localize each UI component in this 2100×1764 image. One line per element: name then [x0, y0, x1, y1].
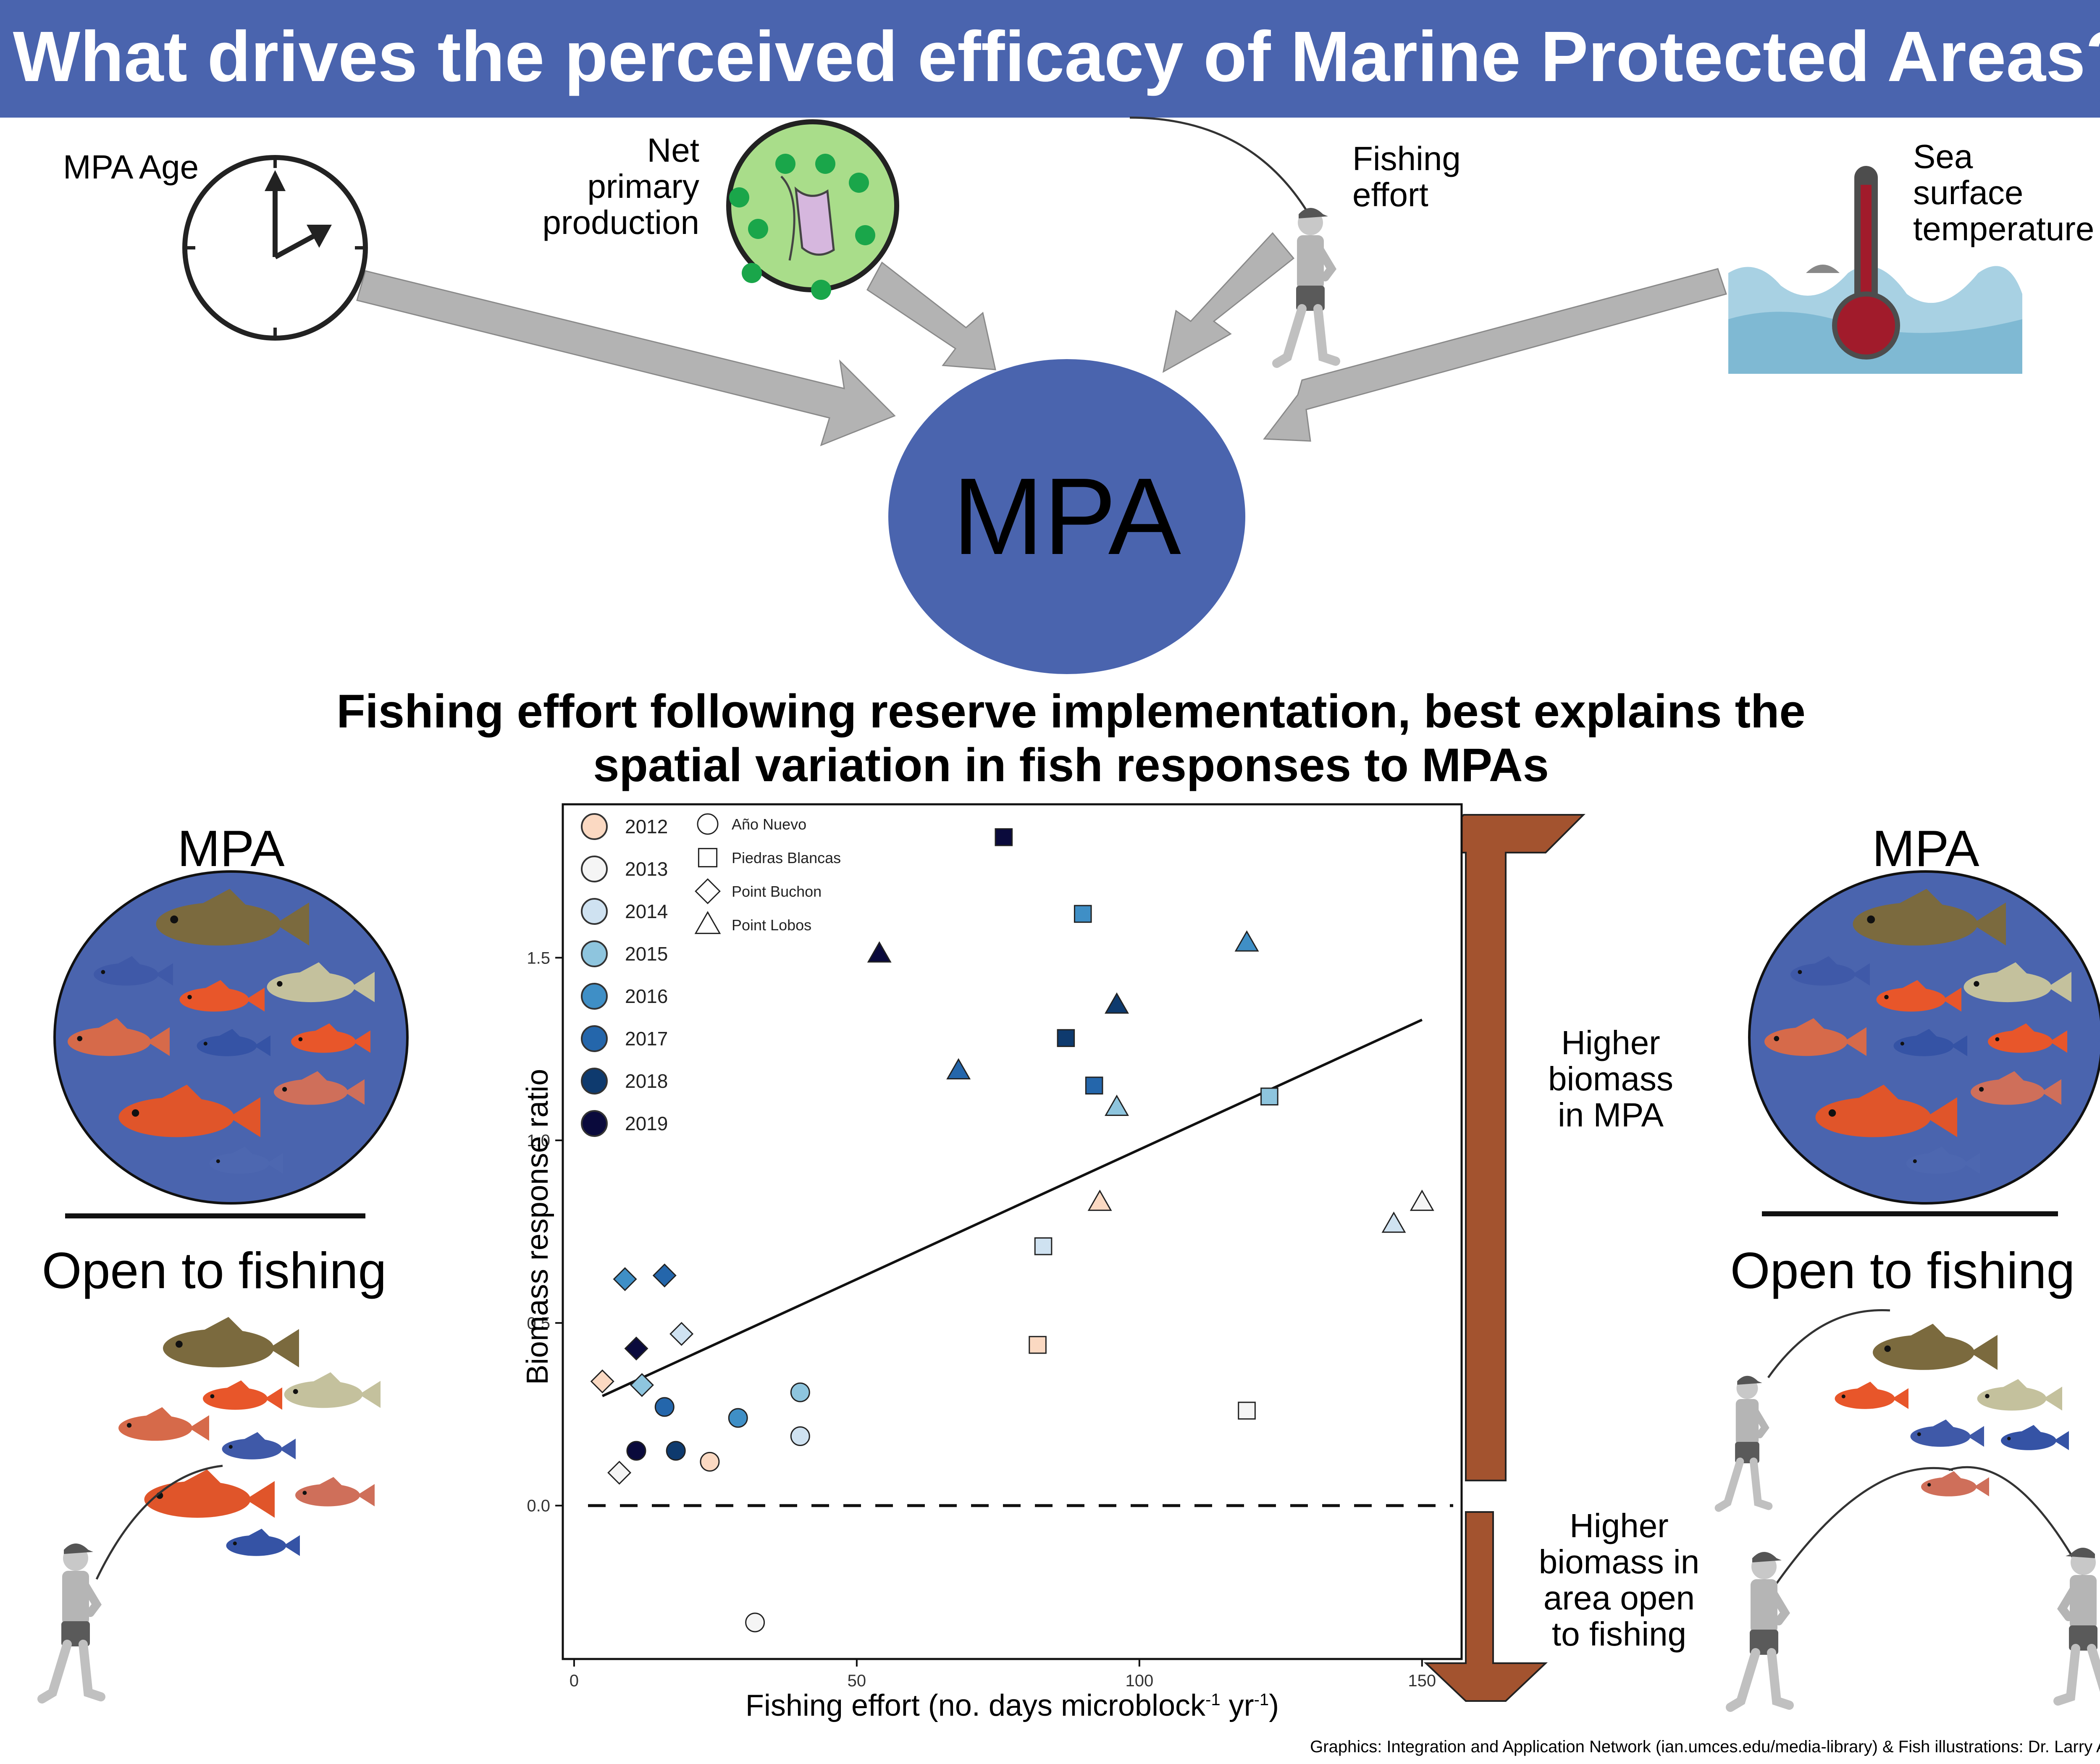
point-ano-nuevo [790, 1426, 810, 1446]
x-tick-label: 0 [570, 1672, 579, 1690]
arrow-npp [866, 261, 996, 370]
legend-year-swatch [581, 856, 608, 882]
point-piedras-blancas [1238, 1402, 1256, 1420]
fisher-top-icon [1129, 116, 1336, 363]
point-ano-nuevo [700, 1452, 720, 1472]
point-point-buchon [607, 1460, 632, 1485]
legend-year-label: 2018 [625, 1070, 668, 1092]
point-point-lobos [1234, 930, 1259, 952]
point-piedras-blancas [1034, 1237, 1053, 1255]
point-ano-nuevo [654, 1397, 675, 1417]
point-point-buchon [669, 1322, 694, 1346]
mpa-center-circle [888, 359, 1245, 674]
legend-year-swatch [581, 1068, 608, 1095]
point-piedras-blancas [1074, 905, 1092, 923]
arrow-age [356, 270, 896, 446]
left-mpa-label: MPA [177, 820, 285, 877]
x-tick-label: 50 [848, 1672, 866, 1690]
legend-year-swatch [581, 1110, 608, 1137]
driver-label-sst: Sea surface temperature [1913, 138, 2095, 247]
arrow-sst [1263, 268, 1727, 442]
page-title: What drives the perceived efficacy of Ma… [13, 17, 2100, 97]
point-ano-nuevo [626, 1441, 646, 1461]
point-ano-nuevo [666, 1441, 686, 1461]
point-point-lobos [1410, 1189, 1434, 1211]
legend-year-swatch [581, 940, 608, 967]
down-arrow-label: Higher biomass in area open to fishing [1538, 1507, 1700, 1653]
point-point-buchon [590, 1369, 614, 1394]
y-tick-label: 1.5 [527, 949, 550, 967]
clock-icon [182, 155, 368, 341]
conclusion-line-2: spatial variation in fish responses to M… [593, 739, 1549, 791]
driver-arrows [356, 232, 1727, 446]
legend-year-label: 2019 [625, 1113, 668, 1134]
point-point-buchon [613, 1267, 637, 1292]
point-point-lobos [867, 941, 892, 963]
legend-site-label: Point Lobos [732, 916, 811, 934]
right-mpa-panel [1719, 870, 2100, 1707]
legend-year-label: 2012 [625, 816, 668, 837]
driver-label-npp: Net primary production [542, 131, 699, 241]
x-tick-label: 150 [1408, 1672, 1436, 1690]
legend-site-label: Año Nuevo [732, 816, 806, 833]
point-piedras-blancas [1057, 1029, 1075, 1047]
right-mpa-label: MPA [1872, 820, 1979, 877]
point-point-lobos [1087, 1189, 1112, 1211]
point-point-lobos [1105, 1095, 1129, 1116]
point-piedras-blancas [1085, 1076, 1103, 1095]
legend-year-label: 2017 [625, 1028, 668, 1050]
plot-frame [562, 803, 1463, 1660]
driver-label-age: MPA Age [63, 148, 199, 186]
down-arrow [1423, 1511, 1548, 1702]
point-piedras-blancas [1260, 1087, 1278, 1106]
point-point-buchon [695, 878, 721, 904]
point-ano-nuevo [728, 1408, 748, 1428]
x-tick-label: 100 [1125, 1672, 1153, 1690]
left-open-label: Open to fishing [42, 1242, 387, 1299]
y-tick-label: 0.5 [527, 1314, 550, 1333]
y-tick-label: 0.0 [527, 1497, 550, 1515]
phytoplankton-icon [726, 119, 899, 300]
point-point-buchon [630, 1373, 654, 1397]
point-piedras-blancas [698, 848, 718, 868]
header-banner [0, 0, 2100, 118]
legend-year-label: 2014 [625, 900, 668, 922]
driver-label-fishing: Fishing effort [1352, 140, 1461, 213]
legend-year-swatch [581, 813, 608, 840]
point-point-lobos [1381, 1211, 1406, 1233]
point-point-buchon [652, 1263, 677, 1288]
legend-year-label: 2016 [625, 985, 668, 1007]
legend-year-swatch [581, 983, 608, 1010]
point-point-lobos [1105, 992, 1129, 1014]
legend-year-swatch [581, 1025, 608, 1052]
up-arrow-label: Higher biomass in MPA [1548, 1024, 1673, 1134]
point-ano-nuevo [790, 1382, 810, 1402]
arrow-fishing [1162, 232, 1295, 373]
point-point-lobos [946, 1058, 971, 1080]
trend-line [601, 1018, 1423, 1397]
credits-footer: Graphics: Integration and Application Ne… [1310, 1738, 2100, 1756]
legend-year-label: 2015 [625, 943, 668, 965]
point-piedras-blancas [1029, 1336, 1047, 1354]
legend-year-label: 2013 [625, 858, 668, 880]
thermometer-icon [1728, 166, 2022, 374]
x-axis-title: Fishing effort (no. days microblock-1 yr… [745, 1689, 1279, 1722]
left-mpa-panel [42, 870, 409, 1699]
point-point-lobos [694, 911, 721, 934]
point-ano-nuevo [697, 813, 719, 835]
y-axis-title: Biomass response ratio [521, 1068, 554, 1385]
legend-year-swatch [581, 898, 608, 925]
right-open-label: Open to fishing [1730, 1242, 2075, 1299]
conclusion-line-1: Fishing effort following reserve impleme… [336, 685, 1806, 738]
center-mpa-label: MPA [952, 456, 1181, 578]
legend-site-label: Piedras Blancas [732, 849, 841, 866]
point-ano-nuevo [745, 1612, 765, 1633]
legend-site-label: Point Buchon [732, 883, 822, 900]
point-piedras-blancas [995, 828, 1013, 846]
y-tick-label: 1.0 [527, 1131, 550, 1150]
scatter-chart: 0 50 100 150 0.0 0.5 1.0 1.5 2012 2013 2014 2015 20… [527, 803, 1463, 1690]
point-point-buchon [624, 1336, 648, 1361]
